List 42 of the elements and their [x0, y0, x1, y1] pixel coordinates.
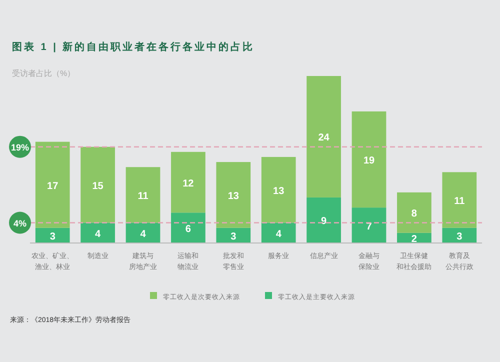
- bar: [306, 197, 341, 243]
- data-label: 19: [363, 156, 375, 166]
- bar: [261, 156, 296, 223]
- data-label: 3: [456, 231, 463, 242]
- data-label: 2: [411, 234, 418, 245]
- data-label: 6: [185, 224, 192, 235]
- bar: [126, 222, 160, 243]
- bar: [80, 146, 115, 223]
- data-label: 4: [140, 228, 146, 240]
- bar: [352, 111, 386, 208]
- data-label: 15: [92, 180, 104, 192]
- bar: [397, 192, 432, 233]
- bar: [306, 76, 341, 198]
- data-label: 24: [318, 132, 330, 144]
- bar: [442, 228, 477, 243]
- bar: [171, 212, 206, 243]
- data-label: 12: [182, 178, 194, 190]
- bar: [216, 228, 251, 243]
- data-label: 11: [454, 196, 466, 207]
- bar: [261, 222, 296, 243]
- bar: [35, 228, 70, 243]
- ref-line-label: 19%: [10, 142, 30, 152]
- y-axis-title: 受访者占比（%）: [12, 69, 76, 78]
- data-label: 4: [95, 228, 102, 240]
- data-label: 8: [411, 208, 418, 220]
- bar: [352, 208, 386, 243]
- data-label: 11: [138, 190, 149, 202]
- bar: [442, 172, 477, 228]
- chart-title: 图表 1 | 新的自由职业者在各行各业中的占比: [12, 41, 255, 53]
- bar: [216, 162, 251, 228]
- data-label: 13: [228, 190, 240, 202]
- bar: [35, 142, 70, 228]
- data-label: 17: [47, 180, 59, 192]
- data-label: 13: [273, 186, 285, 197]
- bar: [171, 152, 206, 213]
- bar: [126, 167, 160, 223]
- data-label: 3: [50, 231, 56, 242]
- bar: [80, 222, 115, 243]
- data-label: 4: [276, 228, 282, 240]
- data-label: 9: [321, 216, 328, 228]
- data-label: 3: [230, 231, 237, 242]
- ref-line-label: 4%: [13, 218, 27, 228]
